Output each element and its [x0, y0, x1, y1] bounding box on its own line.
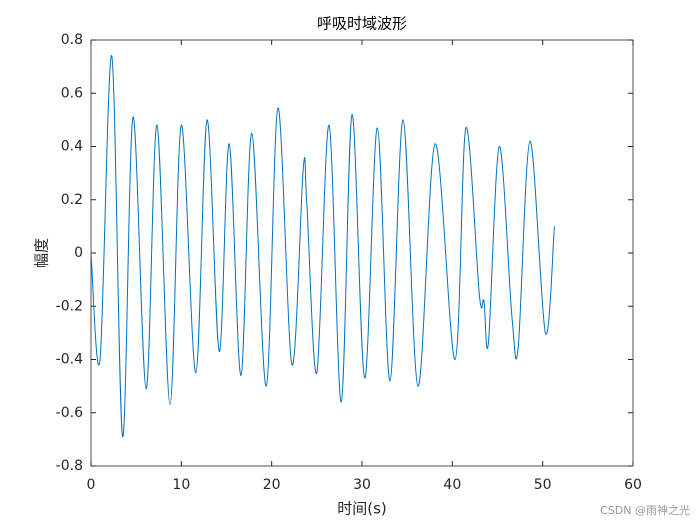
- x-tick-label: 0: [87, 477, 96, 493]
- y-tick-label: 0.8: [61, 32, 83, 48]
- axes-box: [90, 39, 634, 467]
- x-tick-label: 20: [263, 477, 281, 493]
- x-tick-label: 10: [172, 477, 190, 493]
- data-line: [90, 55, 555, 438]
- y-tick-label: 0: [74, 245, 83, 261]
- x-tick-label: 60: [624, 477, 642, 493]
- y-tick-label: -0.4: [56, 352, 83, 368]
- watermark: CSDN @雨神之光: [600, 503, 690, 517]
- y-tick-label: 0.6: [61, 85, 83, 101]
- x-tick-label: 40: [443, 477, 461, 493]
- x-axis-label: 时间(s): [337, 500, 387, 518]
- chart-title: 呼吸时域波形: [317, 15, 407, 33]
- y-tick-label: -0.6: [56, 405, 83, 421]
- y-tick-label: 0.4: [61, 139, 83, 155]
- y-tick-label: -0.2: [56, 298, 83, 314]
- x-tick-label: 30: [353, 477, 371, 493]
- x-tick-label: 50: [534, 477, 552, 493]
- y-tick-label: 0.2: [61, 192, 83, 208]
- y-axis-label: 幅度: [33, 238, 51, 268]
- y-tick-label: -0.8: [56, 458, 83, 474]
